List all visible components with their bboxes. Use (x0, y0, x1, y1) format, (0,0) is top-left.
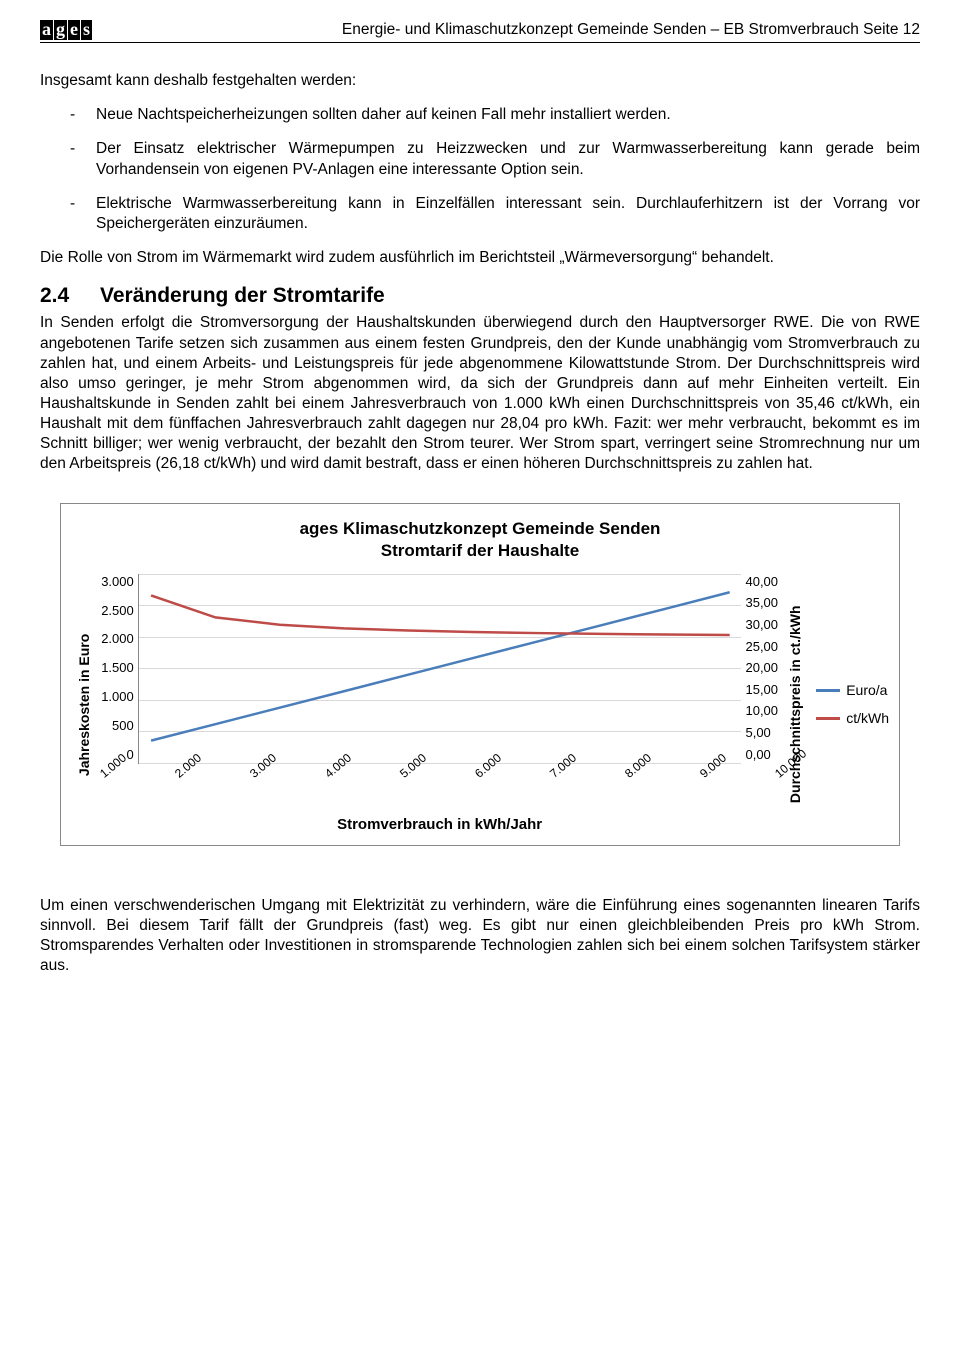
body-paragraph: In Senden erfolgt die Stromversorgung de… (40, 313, 920, 474)
page-header: a g e s Energie- und Klimaschutzkonzept … (40, 20, 920, 43)
list-item: Der Einsatz elektrischer Wärmepumpen zu … (70, 139, 920, 179)
body-paragraph: Um einen verschwenderischen Umgang mit E… (40, 896, 920, 977)
section-number: 2.4 (40, 282, 100, 309)
chart-legend: Euro/a ct/kWh (808, 574, 889, 835)
x-axis-label: Stromverbrauch in kWh/Jahr (97, 815, 782, 835)
logo-letter: g (54, 20, 67, 40)
chart-title-line: ages Klimaschutzkonzept Gemeinde Senden (71, 518, 889, 540)
y-ticks-left: 3.0002.5002.0001.5001.0005000 (97, 574, 138, 764)
tariff-chart: ages Klimaschutzkonzept Gemeinde Senden … (60, 503, 900, 846)
header-text: Energie- und Klimaschutzkonzept Gemeinde… (104, 20, 920, 40)
legend-item: ct/kWh (816, 709, 889, 727)
logo: a g e s (40, 20, 92, 40)
y-axis-label-left: Jahreskosten in Euro (71, 574, 97, 835)
plot-area (138, 574, 742, 764)
logo-letter: a (40, 20, 53, 40)
section-title: Veränderung der Stromtarife (100, 284, 385, 307)
y-ticks-right: 40,0035,0030,0025,0020,0015,0010,005,000… (741, 574, 782, 764)
y-axis-label-right: Durchschnittspreis in ct./kWh (782, 574, 808, 835)
section-heading: 2.4Veränderung der Stromtarife (40, 282, 920, 309)
body-paragraph: Die Rolle von Strom im Wärmemarkt wird z… (40, 248, 920, 268)
intro-text: Insgesamt kann deshalb festgehalten werd… (40, 71, 920, 91)
logo-letter: s (81, 20, 92, 40)
chart-title-line: Stromtarif der Haushalte (71, 540, 889, 562)
x-ticks: 1.0002.0003.0004.0005.0006.0007.0008.000… (97, 764, 782, 786)
list-item: Elektrische Warmwasserbereitung kann in … (70, 194, 920, 234)
chart-title: ages Klimaschutzkonzept Gemeinde Senden … (71, 518, 889, 562)
list-item: Neue Nachtspeicherheizungen sollten dahe… (70, 105, 920, 125)
legend-item: Euro/a (816, 681, 889, 699)
logo-letter: e (68, 20, 80, 40)
bullet-list: Neue Nachtspeicherheizungen sollten dahe… (40, 105, 920, 234)
